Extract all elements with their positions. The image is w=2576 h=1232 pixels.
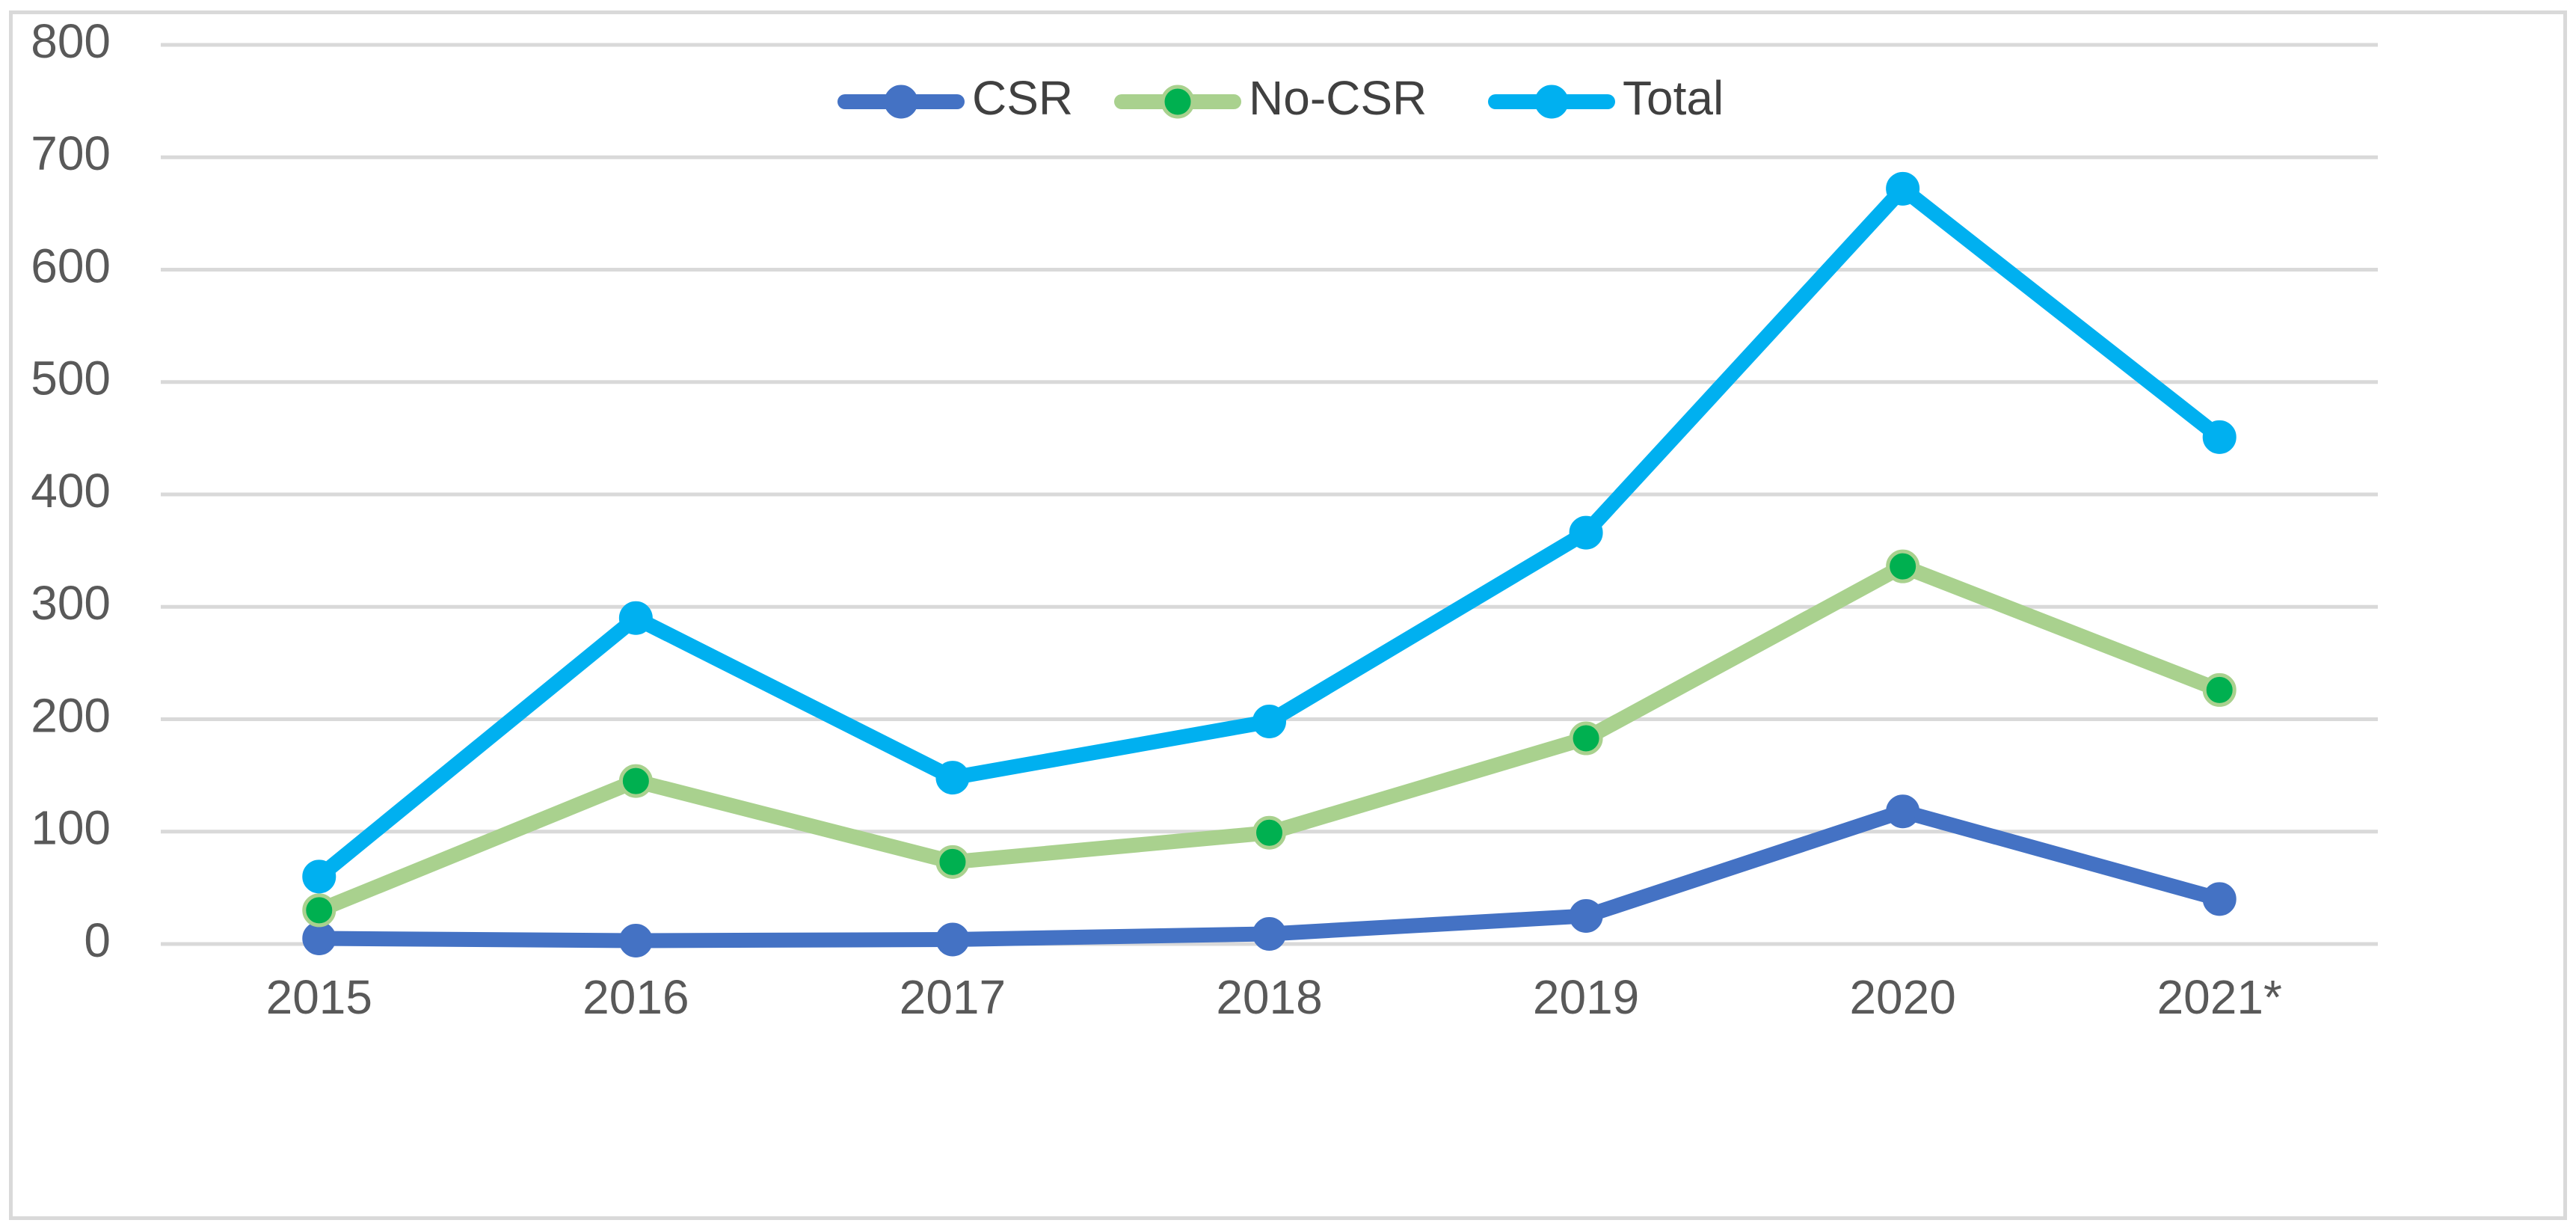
legend-item-no-csr: No-CSR xyxy=(1114,71,1427,125)
legend-label: CSR xyxy=(972,71,1073,125)
y-tick-label: 400 xyxy=(31,464,111,518)
data-point-no-csr xyxy=(1569,721,1603,756)
data-point-total xyxy=(618,601,653,635)
legend-item-csr: CSR xyxy=(837,71,1073,125)
series-csr xyxy=(302,794,2237,957)
series-lines xyxy=(302,171,2237,957)
y-tick-label: 0 xyxy=(84,913,111,967)
data-point-no-csr xyxy=(1886,549,1920,583)
data-point-no-csr xyxy=(2202,672,2237,707)
y-tick-label: 600 xyxy=(31,239,111,292)
data-point-total xyxy=(1886,171,1920,206)
x-tick-label: 2016 xyxy=(582,970,689,1024)
data-point-csr xyxy=(935,922,970,957)
gridlines xyxy=(161,43,2378,946)
y-tick-label: 500 xyxy=(31,352,111,405)
y-tick-label: 100 xyxy=(31,801,111,855)
y-axis-ticks: 0 100 200 300 400 500 600 700 800 xyxy=(31,14,111,967)
data-point-csr xyxy=(618,923,653,957)
x-axis-ticks: 2015 2016 2017 2018 2019 2020 2021* xyxy=(266,970,2282,1024)
x-tick-label: 2015 xyxy=(266,970,372,1024)
x-tick-label: 2020 xyxy=(1849,970,1955,1024)
data-point-csr xyxy=(2202,882,2237,916)
y-tick-label: 800 xyxy=(31,14,111,68)
x-tick-label: 2018 xyxy=(1216,970,1322,1024)
legend-item-total: Total xyxy=(1488,71,1724,125)
data-point-csr xyxy=(1252,916,1286,951)
data-point-no-csr xyxy=(302,893,336,928)
data-point-csr xyxy=(1569,898,1603,933)
data-point-no-csr xyxy=(1252,815,1286,850)
x-tick-label: 2021* xyxy=(2157,970,2282,1024)
series-total xyxy=(302,171,2237,894)
y-tick-label: 300 xyxy=(31,576,111,630)
data-point-csr xyxy=(1886,794,1920,829)
series-line-total xyxy=(311,181,2228,884)
x-tick-label: 2017 xyxy=(900,970,1006,1024)
y-tick-label: 700 xyxy=(31,126,111,180)
data-point-total xyxy=(302,859,336,894)
data-point-total xyxy=(1252,705,1286,739)
x-tick-label: 2019 xyxy=(1533,970,1639,1024)
data-point-no-csr xyxy=(935,845,970,879)
data-point-total xyxy=(2202,420,2237,454)
data-point-total xyxy=(1569,515,1603,550)
legend-label: Total xyxy=(1623,71,1724,125)
legend: CSR No-CSR Total xyxy=(837,71,1724,125)
legend-swatch-marker xyxy=(1534,85,1569,119)
data-point-no-csr xyxy=(618,764,653,798)
series-line-no-csr xyxy=(311,559,2228,918)
data-point-total xyxy=(935,761,970,795)
legend-swatch-marker xyxy=(884,85,918,119)
series-no-csr xyxy=(302,549,2237,928)
chart-frame xyxy=(9,10,2567,1220)
y-tick-label: 200 xyxy=(31,688,111,742)
legend-swatch-marker xyxy=(1161,85,1195,119)
legend-label: No-CSR xyxy=(1249,71,1427,125)
data-point-csr xyxy=(302,921,336,955)
